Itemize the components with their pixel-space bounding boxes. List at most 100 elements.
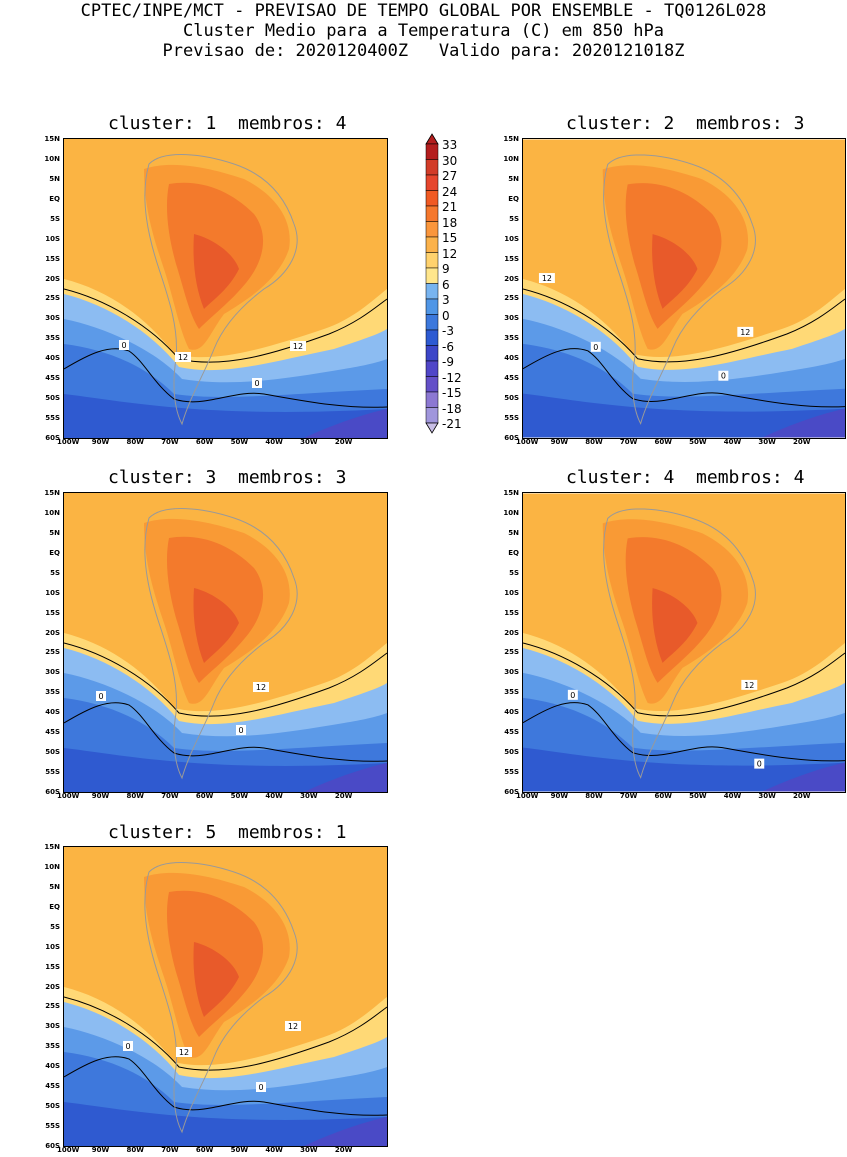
lon-label: 20W <box>792 438 811 446</box>
colorbar-label: 0 <box>442 308 450 323</box>
contour-label: 0 <box>590 341 601 352</box>
colorbar-swatch <box>425 345 439 362</box>
lon-label: 80W <box>126 792 144 800</box>
lon-label: 60W <box>654 792 672 800</box>
colorbar-label: 6 <box>442 277 450 292</box>
lat-label: 40S <box>45 708 60 717</box>
contour-label: 12 <box>253 682 269 692</box>
colorbar-swatch <box>425 221 439 238</box>
lon-label: 30W <box>300 1146 318 1154</box>
lat-label: 45S <box>45 1082 60 1091</box>
coastline <box>603 154 756 425</box>
svg-text:12: 12 <box>288 1022 298 1031</box>
coastline <box>144 862 298 1134</box>
lat-label: 40S <box>504 354 519 363</box>
colorbar-bottom-arrow <box>425 422 439 434</box>
lat-label: 10S <box>45 942 60 951</box>
map-field-2: 12 0 12 0 <box>523 139 845 438</box>
panel-title-4: cluster: 4 membros: 4 <box>566 467 805 488</box>
lon-label: 70W <box>619 438 638 446</box>
contour-label: 12 <box>285 1021 301 1031</box>
lat-label: 15N <box>44 489 60 497</box>
lat-label: 10S <box>45 234 60 243</box>
lat-label: 5N <box>49 174 60 183</box>
lon-label: 90W <box>91 1146 110 1154</box>
map-panel-3: 0 12 0 <box>63 492 388 793</box>
contour-0 <box>523 348 845 408</box>
lon-label: 50W <box>230 438 249 446</box>
svg-text:12: 12 <box>179 1048 189 1057</box>
lon-label: 30W <box>300 438 318 446</box>
lat-label: 30S <box>504 668 519 677</box>
lat-label: 15S <box>504 254 519 263</box>
colorbar-label: 9 <box>442 262 450 276</box>
lat-label: 35S <box>504 688 519 697</box>
coastline <box>144 154 298 426</box>
lat-label: 10N <box>503 154 519 163</box>
header-line2: Cluster Medio para a Temperatura (C) em … <box>182 21 665 41</box>
lat-label: 25S <box>504 648 519 657</box>
lon-label: 100W <box>57 792 80 800</box>
lat-label: 15S <box>45 254 60 263</box>
lon-label: 20W <box>334 1146 353 1154</box>
svg-text:0: 0 <box>121 341 126 350</box>
lon-label: 30W <box>300 792 318 800</box>
map-field-3: 0 12 0 <box>64 493 387 792</box>
colorbar-swatch <box>425 314 439 331</box>
contour-12 <box>523 288 845 363</box>
panel-title-5: cluster: 5 membros: 1 <box>108 822 347 843</box>
lat-label: 5S <box>509 214 519 223</box>
lon-label: 60W <box>654 438 672 446</box>
colorbar-swatch <box>425 236 439 253</box>
colorbar-swatch <box>425 205 439 222</box>
svg-text:0: 0 <box>258 1083 263 1092</box>
lat-label: 30S <box>504 314 519 323</box>
svg-text:0: 0 <box>238 726 243 735</box>
contour-label: 0 <box>123 1041 133 1051</box>
contour-label: 12 <box>176 1047 192 1057</box>
lat-label: 35S <box>45 688 60 697</box>
lat-label: 60S <box>45 788 60 796</box>
colorbar-swatch <box>425 329 439 346</box>
lon-label: 40W <box>265 1146 283 1154</box>
colorbar-swatch <box>425 407 439 424</box>
lat-label: 55S <box>45 1122 60 1131</box>
contour-label: 12 <box>538 273 555 283</box>
lat-label: 15N <box>44 843 60 851</box>
lat-label: 30S <box>45 668 60 677</box>
band-neg3-0 <box>64 1102 387 1146</box>
map-panel-4: 0 12 0 <box>522 492 846 793</box>
colorbar-swatch <box>425 298 439 315</box>
lat-label: 30S <box>45 1022 60 1031</box>
lon-label: 90W <box>91 438 110 446</box>
map-field-1: 0 12 12 0 <box>64 139 387 438</box>
lat-label: 60S <box>504 788 519 796</box>
band-24-27 <box>652 234 698 309</box>
lon-label: 50W <box>689 438 707 446</box>
svg-text:12: 12 <box>178 353 188 362</box>
lat-label: 15N <box>503 135 519 143</box>
lat-label: 50S <box>45 1102 60 1111</box>
lat-label: 40S <box>45 1062 60 1071</box>
lon-label: 60W <box>195 438 214 446</box>
map-field-5: 0 12 12 0 <box>64 847 387 1146</box>
lon-label: 20W <box>334 792 353 800</box>
colorbar-label: -9 <box>442 355 454 369</box>
lat-label: 55S <box>504 414 519 423</box>
contour-label: 0 <box>236 725 246 735</box>
lat-label: 15N <box>503 489 519 497</box>
lat-label: 20S <box>504 274 519 283</box>
contour-0 <box>64 702 387 762</box>
band-neg3-0 <box>523 747 845 792</box>
lat-label: 5S <box>50 922 60 931</box>
lat-label: 30S <box>45 314 60 323</box>
panel-title-3: cluster: 3 membros: 3 <box>108 467 347 488</box>
svg-text:0: 0 <box>593 343 598 352</box>
lat-label: 5S <box>509 568 519 577</box>
svg-text:0: 0 <box>98 692 103 701</box>
lat-label: 15S <box>45 962 60 971</box>
lat-label: 40S <box>45 354 60 363</box>
contour-label: 0 <box>718 370 729 381</box>
lat-label: 50S <box>504 394 519 403</box>
band-24-27 <box>193 234 239 309</box>
